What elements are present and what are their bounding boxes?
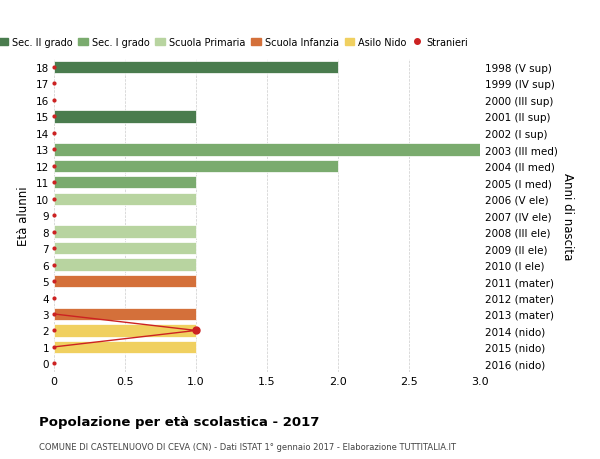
Text: COMUNE DI CASTELNUOVO DI CEVA (CN) - Dati ISTAT 1° gennaio 2017 - Elaborazione T: COMUNE DI CASTELNUOVO DI CEVA (CN) - Dat… xyxy=(39,442,456,451)
Bar xyxy=(54,308,196,320)
Bar xyxy=(54,193,196,206)
Bar xyxy=(54,275,196,288)
Bar xyxy=(54,144,480,156)
Bar xyxy=(54,62,338,74)
Bar xyxy=(54,226,196,238)
Bar xyxy=(54,259,196,271)
Bar xyxy=(54,160,338,173)
Bar xyxy=(54,177,196,189)
Text: Popolazione per età scolastica - 2017: Popolazione per età scolastica - 2017 xyxy=(39,415,319,428)
Legend: Sec. II grado, Sec. I grado, Scuola Primaria, Scuola Infanzia, Asilo Nido, Stran: Sec. II grado, Sec. I grado, Scuola Prim… xyxy=(0,34,472,52)
Bar xyxy=(54,111,196,123)
Y-axis label: Anni di nascita: Anni di nascita xyxy=(562,172,574,259)
Bar xyxy=(54,325,196,337)
Y-axis label: Età alunni: Età alunni xyxy=(17,186,31,246)
Bar xyxy=(54,341,196,353)
Bar xyxy=(54,242,196,255)
